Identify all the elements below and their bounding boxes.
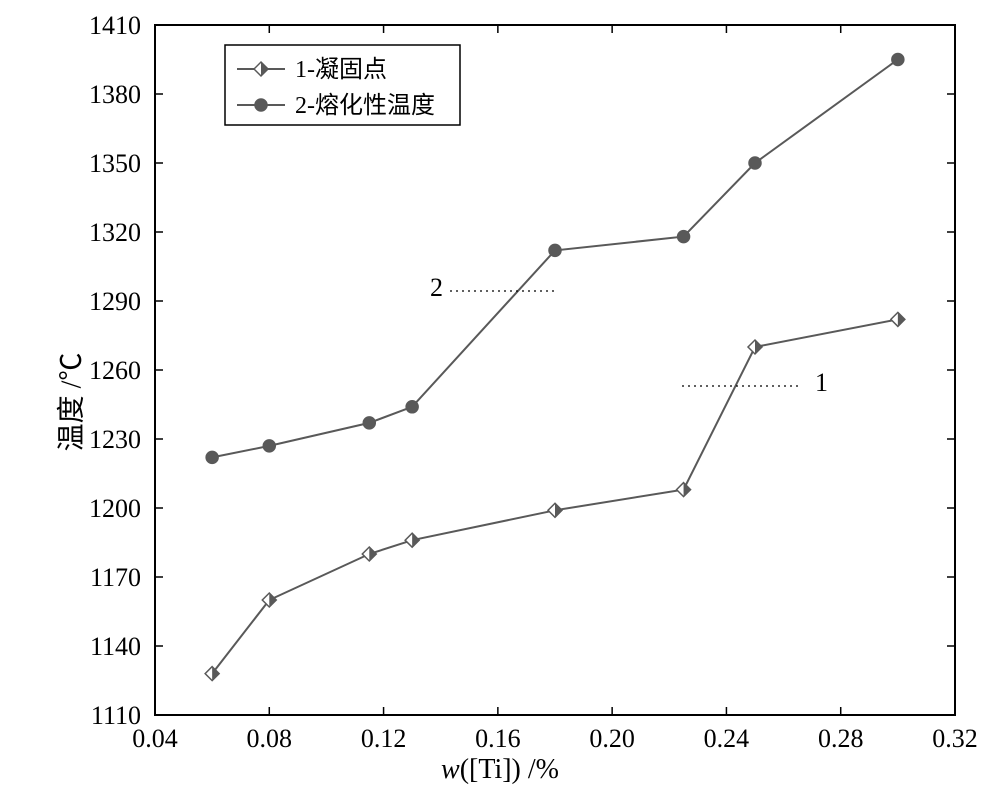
marker-circle — [678, 231, 690, 243]
y-tick-label: 1170 — [90, 563, 141, 592]
x-axis-label: w([Ti]) /% — [441, 754, 559, 786]
y-tick-label: 1320 — [89, 218, 141, 247]
annotation-text: 2 — [430, 273, 443, 302]
y-tick-label: 1350 — [89, 149, 141, 178]
legend-label: 1-凝固点 — [295, 56, 387, 83]
x-tick-label: 0.12 — [361, 724, 407, 753]
marker-circle — [549, 244, 561, 256]
legend-label: 2-熔化性温度 — [295, 92, 435, 119]
marker-circle — [406, 401, 418, 413]
chart-svg: 0.040.080.120.160.200.240.280.3211101140… — [0, 0, 1000, 804]
y-tick-label: 1290 — [89, 287, 141, 316]
y-tick-label: 1200 — [89, 494, 141, 523]
marker-circle — [263, 440, 275, 452]
x-tick-label: 0.32 — [932, 724, 978, 753]
marker-circle — [749, 157, 761, 169]
x-tick-label: 0.28 — [818, 724, 864, 753]
y-axis-label: 温度 /℃ — [49, 353, 89, 452]
series-s1 — [205, 312, 905, 680]
y-tick-label: 1230 — [89, 425, 141, 454]
marker-circle — [363, 417, 375, 429]
x-tick-label: 0.08 — [247, 724, 293, 753]
series-line — [212, 319, 898, 673]
marker-circle — [892, 54, 904, 66]
marker-circle — [206, 451, 218, 463]
marker-circle — [255, 99, 267, 111]
x-tick-label: 0.20 — [589, 724, 635, 753]
y-tick-label: 1260 — [89, 356, 141, 385]
y-tick-label: 1110 — [91, 701, 141, 730]
x-tick-label: 0.24 — [704, 724, 750, 753]
y-tick-label: 1410 — [89, 11, 141, 40]
y-tick-label: 1380 — [89, 80, 141, 109]
plot-border — [155, 25, 955, 715]
x-tick-label: 0.16 — [475, 724, 521, 753]
y-tick-label: 1140 — [90, 632, 141, 661]
annotation-text: 1 — [815, 368, 828, 397]
chart-container: 0.040.080.120.160.200.240.280.3211101140… — [0, 0, 1000, 804]
legend: 1-凝固点 2-熔化性温度 — [225, 45, 460, 125]
